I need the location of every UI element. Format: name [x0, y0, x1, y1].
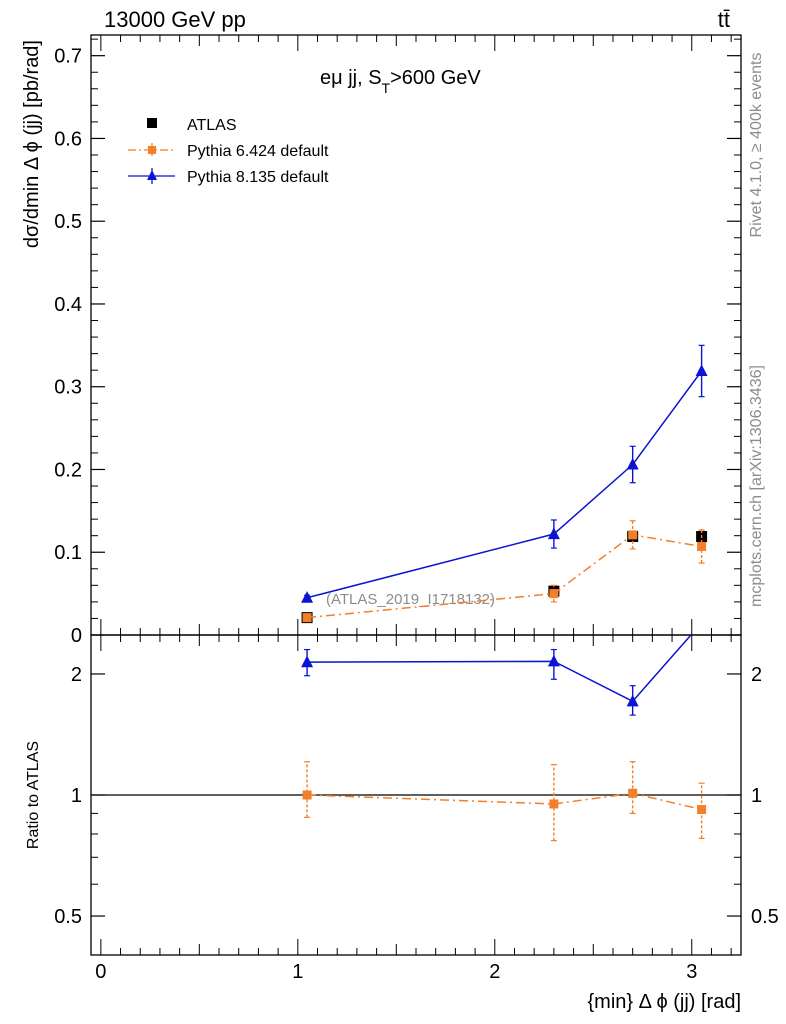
header-process-label: tt̄ [718, 7, 730, 32]
ratio-pythia-8-135-default-point [301, 655, 314, 668]
pythia-8-135-default-point [547, 527, 560, 540]
ratio-y-tick-label-right: 1 [751, 785, 762, 807]
main-y-tick-label: 0.4 [54, 294, 82, 316]
main-panel-title: eμ jj, ST>600 GeV [320, 67, 481, 96]
main-y-tick-label: 0.7 [54, 46, 82, 68]
pythia-8-135-default-point [301, 591, 314, 603]
title-tail: >600 GeV [390, 67, 481, 89]
ratio-pythia-8-135-default-line [307, 635, 692, 703]
ratio-series-group [301, 616, 708, 842]
x-tick-label: 2 [489, 961, 500, 983]
ratio-y-tick-label: 1 [71, 785, 82, 807]
rivet-version-label: Rivet 4.1.0, ≥ 400k events [748, 53, 765, 238]
legend-pythia8-label: Pythia 8.135 default [187, 169, 329, 186]
ratio-panel-axes: 0 1 2 3 0.5 0.5 1 1 2 2 [54, 635, 779, 983]
legend-atlas-label: ATLAS [187, 117, 237, 134]
ratio-pythia-6-424-default-line [307, 792, 702, 811]
ratio-pythia-6-424-default-point [302, 790, 312, 800]
title-main: eμ jj, S [320, 67, 382, 89]
legend-pythia8-marker [147, 170, 157, 180]
x-axis-label: {min} Δ ϕ (jj) [rad] [588, 991, 742, 1013]
main-y-tick-label: 0 [71, 625, 82, 647]
main-y-tick-label: 0.5 [54, 211, 82, 233]
ratio-pythia-8-135-default-point [626, 694, 639, 707]
ratio-pythia-6-424-default-point [628, 788, 638, 798]
pythia-6-424-default-point [549, 589, 559, 599]
pythia-6-424-default-point [302, 613, 312, 623]
x-tick-label: 0 [95, 961, 106, 983]
legend-atlas-marker [147, 118, 157, 128]
ratio-pythia-8-135-default-point [696, 616, 708, 628]
pythia-6-424-default-line [307, 534, 702, 619]
ratio-y-tick-label: 2 [71, 664, 82, 686]
ratio-y-axis-label: Ratio to ATLAS [25, 741, 42, 849]
main-y-tick-label: 0.6 [54, 128, 82, 150]
main-y-axis-label: dσ/dmin Δ ϕ (jj) [pb/rad] [21, 40, 43, 248]
main-y-tick-label: 0.1 [54, 542, 82, 564]
mcplots-label: mcplots.cern.ch [arXiv:1306.3436] [748, 365, 765, 607]
ratio-pythia-6-424-default-point [697, 805, 707, 815]
main-y-tick-label: 0.2 [54, 459, 82, 481]
title-subscript: T [382, 80, 391, 96]
pythia-6-424-default-point [628, 530, 638, 540]
ratio-y-tick-label: 0.5 [54, 906, 82, 928]
x-tick-label: 1 [292, 961, 303, 983]
pythia-6-424-default-point [697, 541, 707, 551]
legend: ATLAS Pythia 6.424 default Pythia 8.135 … [128, 117, 329, 186]
main-panel-axes: 0 0.1 0.2 0.3 0.4 0.5 0.6 0.7 [54, 35, 741, 647]
legend-pythia6-label: Pythia 6.424 default [187, 143, 329, 160]
header-energy-label: 13000 GeV pp [104, 7, 246, 32]
legend-pythia6-marker [148, 146, 156, 154]
ratio-y-tick-label-right: 0.5 [751, 906, 779, 928]
ratio-pythia-8-135-default-point [547, 654, 560, 667]
ratio-panel-marks [301, 616, 708, 842]
main-y-tick-label: 0.3 [54, 377, 82, 399]
analysis-watermark: (ATLAS_2019_I1718132) [326, 591, 495, 608]
ratio-pythia-6-424-default-point [549, 799, 559, 809]
ratio-y-tick-label-right: 2 [751, 664, 762, 686]
pythia-8-135-default-point [695, 364, 708, 377]
pythia-8-135-default-line [306, 370, 703, 599]
x-tick-label: 3 [686, 961, 697, 983]
main-panel-marks [301, 344, 708, 624]
pythia-8-135-default-point [626, 457, 639, 470]
